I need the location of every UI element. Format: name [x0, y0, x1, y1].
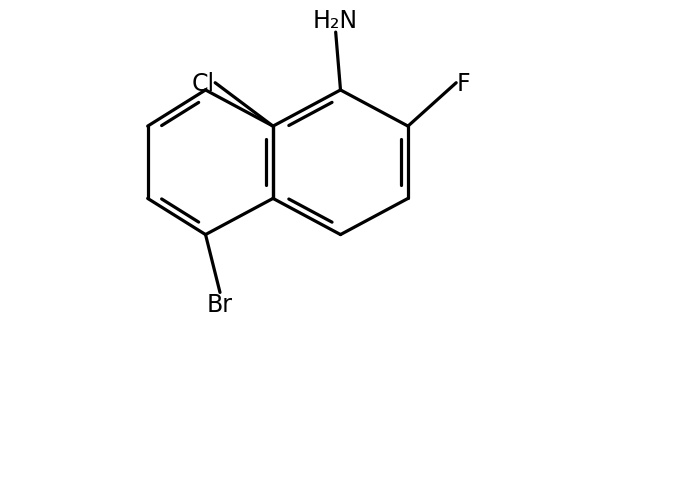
Text: Br: Br: [207, 293, 233, 317]
Text: F: F: [456, 72, 470, 96]
Text: Cl: Cl: [192, 72, 215, 96]
Text: H₂N: H₂N: [313, 9, 358, 33]
